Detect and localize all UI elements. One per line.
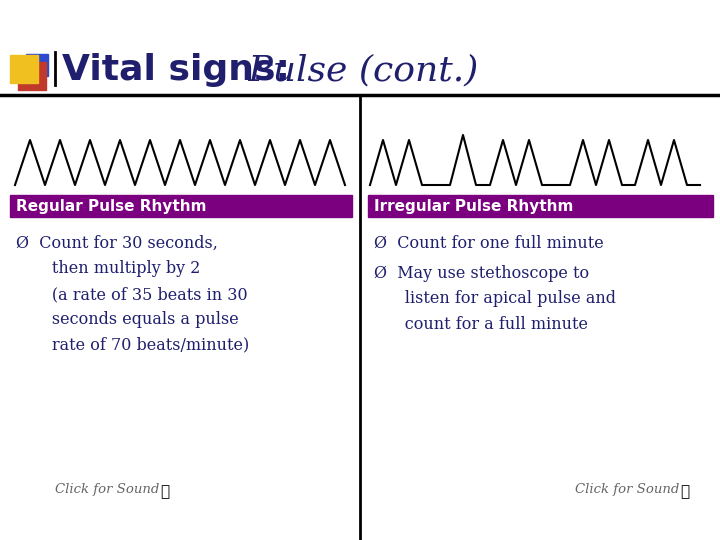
Bar: [10, 195, 352, 217]
Text: Click for Sound: Click for Sound: [575, 483, 680, 496]
Bar: [26, 54, 48, 76]
Text: Ø  Count for one full minute: Ø Count for one full minute: [374, 235, 604, 252]
Text: 🔊: 🔊: [680, 484, 689, 500]
Bar: [368, 195, 713, 217]
Text: Irregular Pulse Rhythm: Irregular Pulse Rhythm: [374, 199, 573, 213]
Text: Vital signs:: Vital signs:: [62, 53, 290, 87]
Text: Pulse (cont.): Pulse (cont.): [237, 53, 478, 87]
Bar: [18, 62, 46, 90]
Text: 🔊: 🔊: [160, 484, 169, 500]
Text: Ø  May use stethoscope to
      listen for apical pulse and
      count for a fu: Ø May use stethoscope to listen for apic…: [374, 265, 616, 333]
Text: Ø  Count for 30 seconds,
       then multiply by 2
       (a rate of 35 beats in: Ø Count for 30 seconds, then multiply by…: [16, 235, 249, 354]
Text: Regular Pulse Rhythm: Regular Pulse Rhythm: [16, 199, 207, 213]
Bar: [10, 55, 38, 83]
Text: Click for Sound: Click for Sound: [55, 483, 159, 496]
